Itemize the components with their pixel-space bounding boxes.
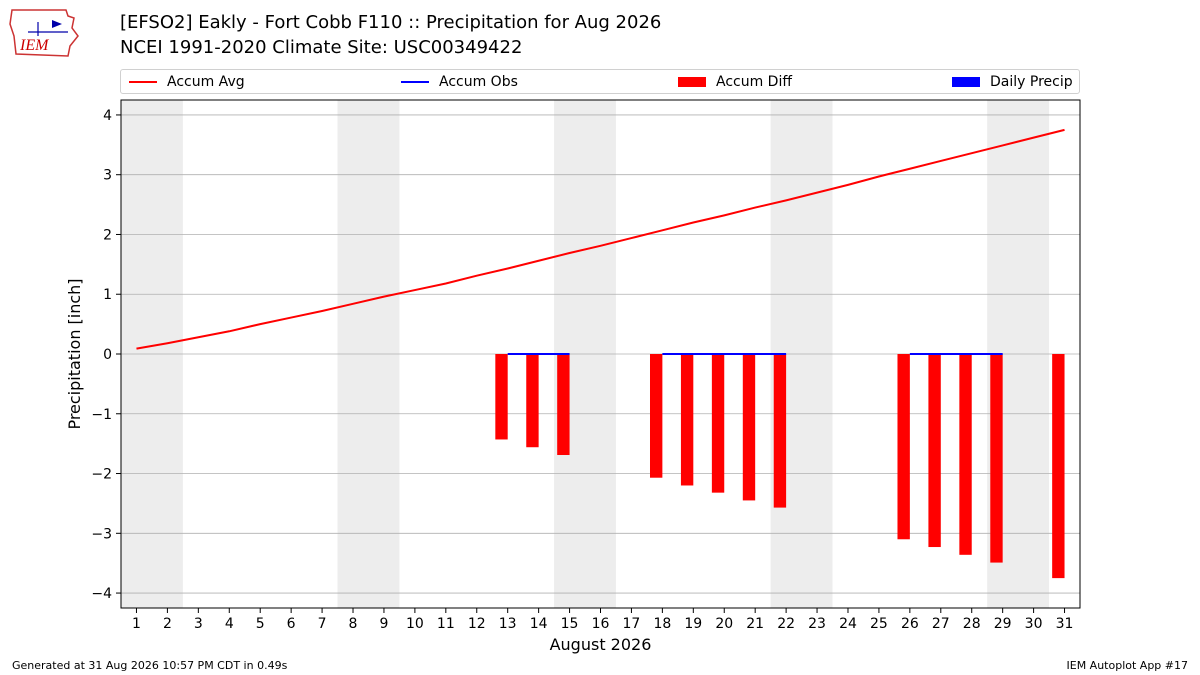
y-tick-label: 1: [103, 287, 112, 303]
x-tick-label: 23: [808, 616, 826, 632]
y-tick-label: 2: [103, 227, 112, 243]
accum-avg-line: [136, 128, 1065, 350]
accum-diff-bar: [711, 354, 725, 493]
logo-text: IEM: [19, 37, 50, 54]
x-tick-label: 1: [132, 616, 141, 632]
accum-diff-bar: [495, 354, 508, 440]
x-tick-label: 10: [406, 616, 424, 632]
accum-diff-bar: [990, 354, 1003, 563]
x-tick-label: 9: [379, 616, 388, 632]
x-tick-label: 11: [437, 616, 455, 632]
x-tick-label: 28: [963, 616, 981, 632]
legend-label-accum-obs: Accum Obs: [439, 74, 518, 90]
x-tick-label: 30: [1025, 616, 1043, 632]
x-tick-label: 15: [561, 616, 579, 632]
x-tick-label: 31: [1056, 616, 1074, 632]
x-tick-label: 12: [468, 616, 486, 632]
legend-label-accum-diff: Accum Diff: [716, 74, 793, 90]
accum-diff-bar: [773, 354, 787, 508]
legend-item-accum-avg: Accum Avg: [129, 73, 245, 91]
y-tick-label: 0: [103, 347, 112, 363]
chart-subtitle: NCEI 1991-2020 Climate Site: USC00349422: [120, 37, 523, 58]
chart-title: [EFSO2] Eakly - Fort Cobb F110 :: Precip…: [120, 12, 662, 33]
accum-diff-bar: [526, 354, 539, 448]
x-tick-label: 17: [623, 616, 641, 632]
x-tick-label: 22: [777, 616, 795, 632]
y-tick-label: −1: [91, 407, 112, 423]
accum-diff-bar: [1052, 354, 1065, 579]
x-tick-label: 4: [225, 616, 234, 632]
legend-swatch-accum-diff: [678, 77, 706, 87]
accum-diff-bar: [557, 354, 570, 456]
legend-item-accum-diff: Accum Diff: [678, 73, 792, 91]
generated-timestamp: Generated at 31 Aug 2026 10:57 PM CDT in…: [12, 659, 288, 672]
x-tick-label: 5: [256, 616, 265, 632]
x-tick-label: 24: [839, 616, 857, 632]
y-tick-label: 3: [103, 168, 112, 184]
legend-swatch-accum-avg: [129, 81, 157, 83]
y-tick-label: −4: [91, 586, 112, 602]
accum-diff-bar: [649, 354, 663, 478]
legend-label-accum-avg: Accum Avg: [167, 74, 245, 90]
iem-logo: IEM: [8, 6, 82, 58]
legend: Accum Avg Accum Obs Accum Diff Daily Pre…: [120, 69, 1080, 94]
legend-label-daily-precip: Daily Precip: [990, 74, 1073, 90]
x-tick-label: 2: [163, 616, 172, 632]
x-tick-label: 20: [715, 616, 733, 632]
x-tick-label: 27: [932, 616, 950, 632]
iem-logo-graphic: IEM: [9, 9, 79, 57]
x-tick-label: 25: [870, 616, 888, 632]
y-tick-label: −2: [91, 467, 112, 483]
app-credit: IEM Autoplot App #17: [1066, 659, 1189, 672]
legend-item-accum-obs: Accum Obs: [401, 73, 518, 91]
accum-diff-bar: [959, 354, 972, 555]
x-tick-label: 7: [318, 616, 327, 632]
accum-diff-bar: [897, 354, 910, 540]
x-tick-label: 26: [901, 616, 919, 632]
legend-swatch-daily-precip: [952, 77, 980, 87]
x-tick-label: 21: [746, 616, 764, 632]
x-tick-label: 6: [287, 616, 296, 632]
y-axis-label: Precipitation [inch]: [65, 278, 84, 429]
x-tick-label: 14: [530, 616, 548, 632]
legend-item-daily-precip: Daily Precip: [952, 73, 1073, 91]
accum-diff-bar: [680, 354, 694, 486]
y-tick-label: −3: [91, 526, 112, 542]
x-tick-label: 16: [592, 616, 610, 632]
y-tick-label: 4: [103, 108, 112, 124]
x-tick-label: 19: [684, 616, 702, 632]
x-tick-label: 18: [653, 616, 671, 632]
x-tick-label: 3: [194, 616, 203, 632]
x-tick-label: 29: [994, 616, 1012, 632]
accum-diff-bar: [742, 354, 756, 501]
accum-diff-bar: [928, 354, 941, 548]
legend-swatch-accum-obs: [401, 81, 429, 83]
x-tick-label: 13: [499, 616, 517, 632]
x-axis-label: August 2026: [550, 635, 652, 654]
x-tick-label: 8: [349, 616, 358, 632]
